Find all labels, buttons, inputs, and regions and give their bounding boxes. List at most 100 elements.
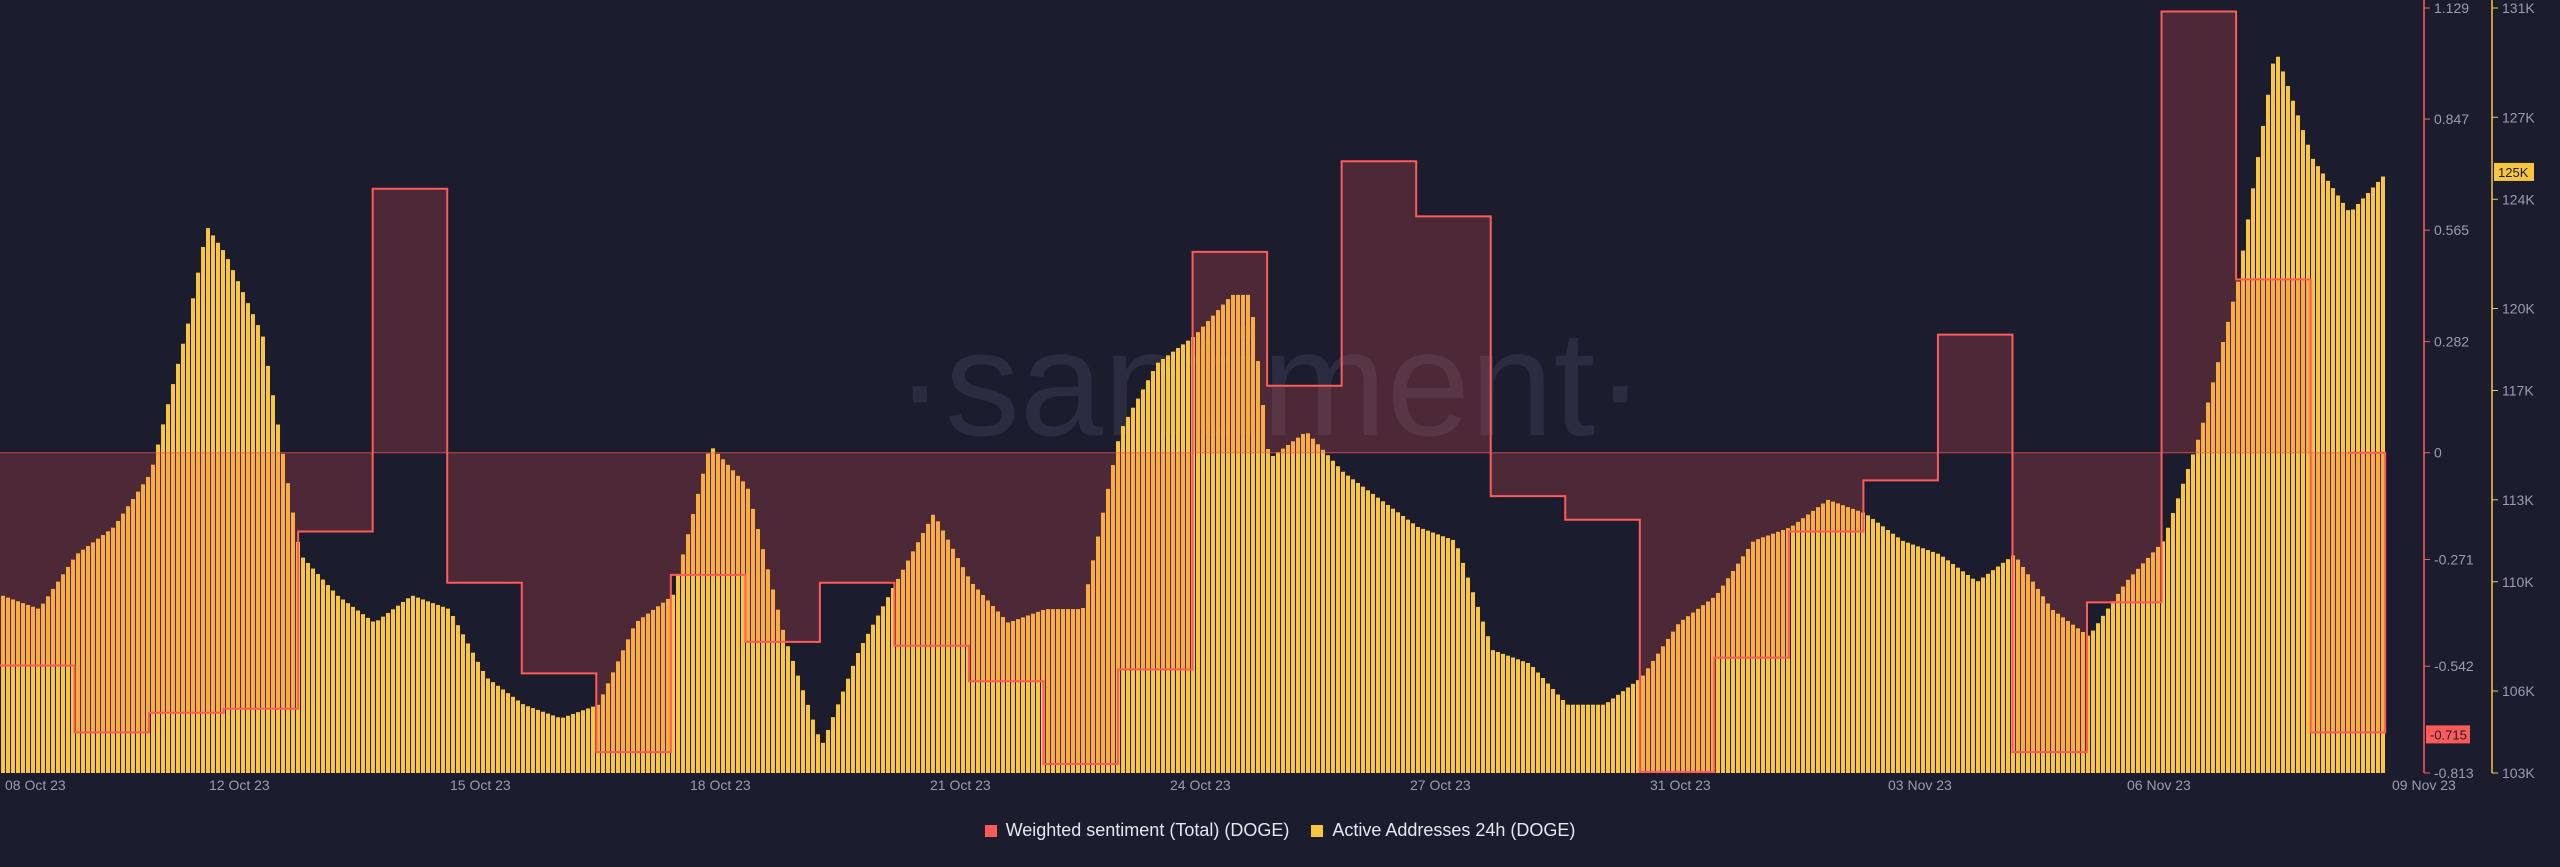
active-addresses-bar xyxy=(716,453,720,773)
active-addresses-bar xyxy=(1646,668,1650,773)
active-addresses-bar xyxy=(1451,539,1455,773)
active-addresses-bar xyxy=(1676,624,1680,773)
active-addresses-bar xyxy=(1661,646,1665,773)
active-addresses-bar xyxy=(291,512,295,773)
active-addresses-bar xyxy=(536,709,540,773)
active-addresses-bar xyxy=(1071,609,1075,773)
active-addresses-bar xyxy=(1501,653,1505,773)
x-axis-label: 31 Oct 23 xyxy=(1650,777,1711,793)
active-addresses-bar xyxy=(541,711,545,773)
active-addresses-bar xyxy=(1556,694,1560,773)
active-addresses-bar xyxy=(386,612,390,773)
active-addresses-bar xyxy=(1306,433,1310,773)
active-addresses-bar xyxy=(306,563,310,773)
legend-label-sentiment: Weighted sentiment (Total) (DOGE) xyxy=(1005,820,1290,840)
active-addresses-bar xyxy=(1121,426,1125,773)
aa-axis-label: 124K xyxy=(2502,191,2535,207)
active-addresses-bar xyxy=(881,606,885,773)
active-addresses-bar xyxy=(466,643,470,773)
legend-item-active-addresses[interactable]: Active Addresses 24h (DOGE) xyxy=(1311,820,1575,841)
active-addresses-bar xyxy=(1701,605,1705,773)
active-addresses-bar xyxy=(1156,362,1160,773)
active-addresses-bar xyxy=(1321,449,1325,773)
active-addresses-bar xyxy=(766,569,770,773)
active-addresses-bar xyxy=(656,606,660,773)
active-addresses-bar xyxy=(241,292,245,773)
active-addresses-bar xyxy=(1781,529,1785,773)
active-addresses-bar xyxy=(706,453,710,773)
active-addresses-bar xyxy=(1516,659,1520,773)
active-addresses-bar xyxy=(1096,536,1100,773)
active-addresses-bar xyxy=(2056,613,2060,773)
active-addresses-bar xyxy=(2311,158,2315,773)
active-addresses-bar xyxy=(2301,130,2305,774)
active-addresses-bar xyxy=(1846,507,1850,773)
active-addresses-bar xyxy=(1956,567,1960,773)
active-addresses-bar xyxy=(1946,560,1950,773)
active-addresses-bar xyxy=(1456,548,1460,773)
active-addresses-bar xyxy=(1201,326,1205,773)
active-addresses-bar xyxy=(951,548,955,773)
active-addresses-bar xyxy=(446,608,450,773)
active-addresses-bar xyxy=(971,583,975,773)
active-addresses-bar xyxy=(1271,455,1275,773)
active-addresses-bar xyxy=(1,595,5,773)
active-addresses-bar xyxy=(2181,483,2185,773)
active-addresses-bar xyxy=(1606,702,1610,773)
active-addresses-bar xyxy=(1181,344,1185,773)
active-addresses-bar xyxy=(76,553,80,773)
active-addresses-bar xyxy=(746,488,750,773)
active-addresses-bar xyxy=(1066,609,1070,773)
active-addresses-bar xyxy=(271,395,275,773)
active-addresses-bar xyxy=(281,453,285,773)
active-addresses-bar xyxy=(586,708,590,773)
active-addresses-bar xyxy=(946,539,950,773)
active-addresses-bar xyxy=(2026,574,2030,773)
active-addresses-bar xyxy=(1526,662,1530,773)
active-addresses-bar xyxy=(821,742,825,773)
active-addresses-bar xyxy=(1741,556,1745,773)
active-addresses-bar xyxy=(631,628,635,773)
active-addresses-bar xyxy=(191,298,195,773)
sentiment-step xyxy=(1341,161,1417,453)
active-addresses-bar xyxy=(2111,601,2115,773)
active-addresses-bar xyxy=(1686,616,1690,773)
active-addresses-bar xyxy=(1601,704,1605,773)
active-addresses-bar xyxy=(2076,628,2080,773)
active-addresses-bar xyxy=(1826,499,1830,773)
active-addresses-bar xyxy=(1216,310,1220,773)
active-addresses-bar xyxy=(1111,465,1115,773)
active-addresses-bar xyxy=(1806,514,1810,773)
sentiment-axis-label: -0.271 xyxy=(2434,551,2474,567)
active-addresses-bar xyxy=(1571,704,1575,773)
active-addresses-bar xyxy=(1256,361,1260,773)
active-addresses-bar xyxy=(646,613,650,773)
aa-axis-label: 113K xyxy=(2502,492,2534,508)
sentiment-step xyxy=(2087,452,2162,603)
active-addresses-bar xyxy=(2281,71,2285,773)
active-addresses-bar xyxy=(1026,615,1030,773)
active-addresses-bar xyxy=(346,603,350,773)
active-addresses-bar xyxy=(2341,202,2345,774)
active-addresses-bar xyxy=(66,566,70,773)
active-addresses-bar xyxy=(1426,530,1430,773)
active-addresses-bar xyxy=(981,594,985,773)
sentiment-step xyxy=(1937,334,2013,453)
sentiment-step xyxy=(372,188,448,453)
active-addresses-bar xyxy=(661,602,665,773)
active-addresses-bar xyxy=(1961,571,1965,773)
active-addresses-bar xyxy=(136,491,140,773)
active-addresses-bar xyxy=(276,424,280,773)
active-addresses-bar xyxy=(426,601,430,773)
sentiment-step xyxy=(1192,251,1268,453)
active-addresses-bar xyxy=(961,567,965,773)
active-addresses-bar xyxy=(321,579,325,773)
active-addresses-bar xyxy=(1791,525,1795,773)
active-addresses-bar xyxy=(776,609,780,773)
legend-item-sentiment[interactable]: Weighted sentiment (Total) (DOGE) xyxy=(984,820,1290,841)
active-addresses-bar xyxy=(2211,382,2215,773)
active-addresses-bar xyxy=(711,448,715,773)
active-addresses-bar xyxy=(1196,332,1200,773)
active-addresses-bar xyxy=(1901,540,1905,773)
